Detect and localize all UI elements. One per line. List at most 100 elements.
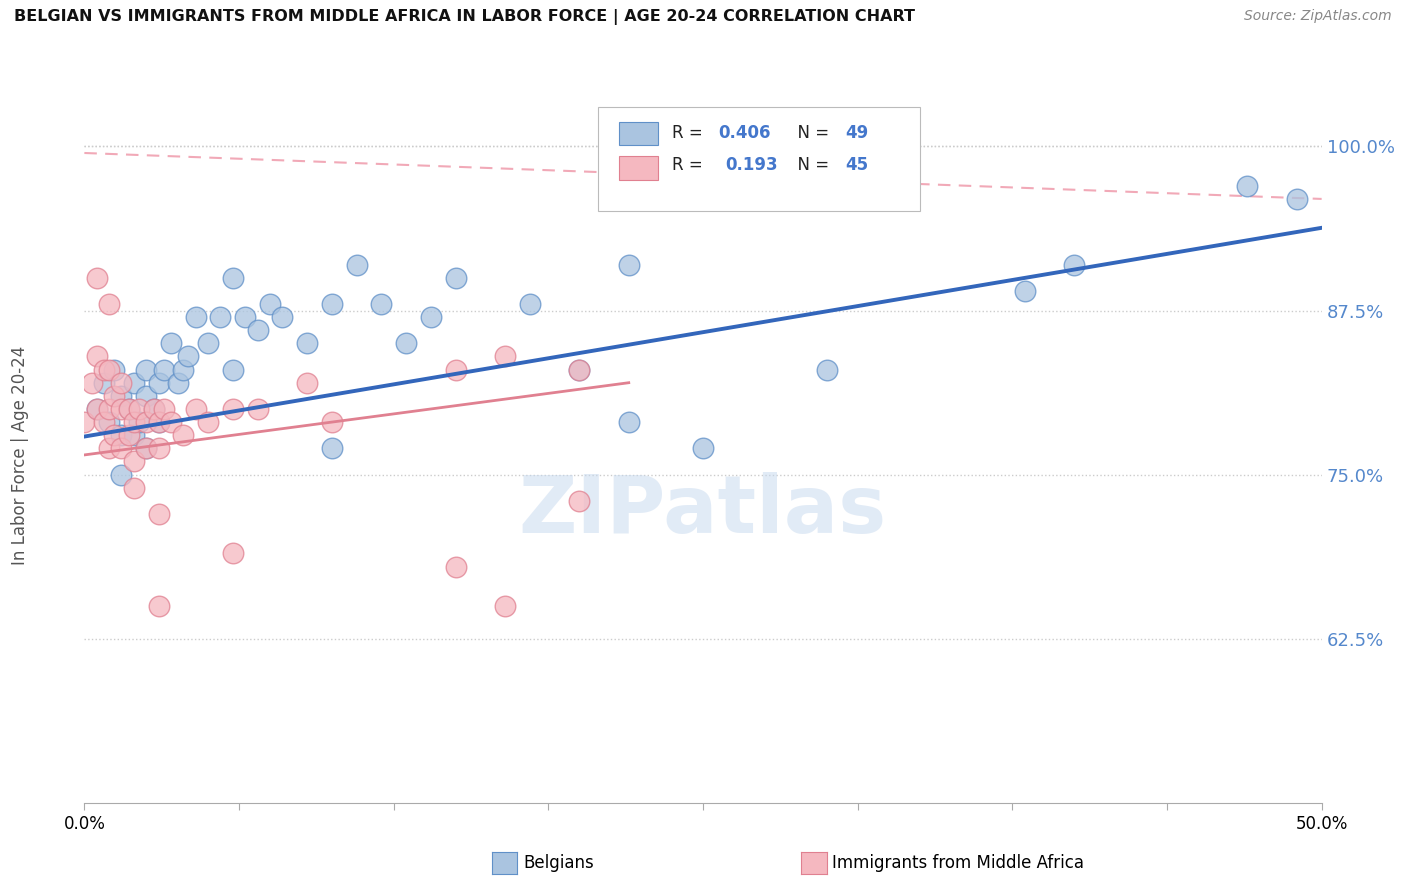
Point (494, 350, 516, 364)
Point (568, 362, 591, 376)
Point (617, 258, 640, 272)
Point (86, 401, 108, 416)
Point (167, 376, 190, 390)
Point (73, 415, 96, 429)
Point (233, 310, 256, 324)
Point (135, 362, 157, 376)
Point (395, 336, 418, 351)
Point (93, 376, 115, 390)
Point (98, 442, 121, 456)
Text: 49: 49 (845, 124, 869, 142)
Point (246, 401, 269, 416)
Point (86, 270, 108, 285)
Point (135, 415, 157, 429)
Point (98, 415, 121, 429)
Point (222, 362, 245, 376)
Text: 0.406: 0.406 (718, 124, 770, 142)
Point (103, 428, 125, 442)
Point (80, 376, 103, 390)
Point (122, 481, 145, 495)
Text: Source: ZipAtlas.com: Source: ZipAtlas.com (1244, 9, 1392, 23)
Text: ZIPatlas: ZIPatlas (519, 472, 887, 549)
Point (184, 310, 207, 324)
Point (86, 401, 108, 416)
Text: N =: N = (787, 124, 835, 142)
Point (110, 376, 132, 390)
Point (98, 401, 121, 416)
Point (148, 599, 170, 613)
Point (209, 310, 232, 324)
Point (259, 297, 281, 311)
Point (148, 376, 170, 390)
Point (110, 467, 132, 482)
Point (494, 599, 516, 613)
Text: N =: N = (787, 156, 835, 174)
Point (295, 336, 318, 351)
Point (444, 270, 467, 285)
Point (118, 401, 141, 416)
Point (1063, 258, 1085, 272)
Point (135, 442, 157, 456)
Point (110, 401, 132, 416)
Point (370, 297, 392, 311)
Point (148, 415, 170, 429)
Point (568, 362, 591, 376)
Point (152, 362, 174, 376)
Point (184, 401, 207, 416)
Point (444, 559, 467, 574)
Point (93, 362, 115, 376)
Point (160, 415, 183, 429)
Text: 45: 45 (845, 156, 869, 174)
Point (93, 415, 115, 429)
Point (86, 350, 108, 364)
Point (222, 546, 245, 560)
Point (815, 362, 838, 376)
FancyBboxPatch shape (598, 107, 920, 211)
Point (148, 507, 170, 521)
Point (160, 336, 183, 351)
Point (142, 401, 165, 416)
Point (519, 297, 541, 311)
Point (177, 350, 200, 364)
Point (122, 454, 145, 468)
Text: R =: R = (672, 156, 713, 174)
Point (110, 442, 132, 456)
Point (152, 401, 174, 416)
Text: R =: R = (672, 124, 709, 142)
Point (172, 362, 194, 376)
Point (222, 270, 245, 285)
Point (135, 389, 157, 403)
Text: BELGIAN VS IMMIGRANTS FROM MIDDLE AFRICA IN LABOR FORCE | AGE 20-24 CORRELATION : BELGIAN VS IMMIGRANTS FROM MIDDLE AFRICA… (14, 9, 915, 25)
Point (197, 336, 219, 351)
Point (118, 401, 141, 416)
Point (122, 415, 145, 429)
Point (271, 310, 294, 324)
Point (246, 323, 269, 337)
Point (1236, 178, 1258, 193)
Point (1014, 284, 1036, 298)
FancyBboxPatch shape (619, 156, 658, 180)
Point (135, 442, 157, 456)
Point (148, 415, 170, 429)
Point (98, 297, 121, 311)
Point (103, 362, 125, 376)
Point (617, 415, 640, 429)
Point (118, 428, 141, 442)
Text: Immigrants from Middle Africa: Immigrants from Middle Africa (832, 855, 1084, 872)
Point (98, 362, 121, 376)
Point (692, 442, 714, 456)
Point (110, 428, 132, 442)
Point (346, 258, 368, 272)
Point (148, 442, 170, 456)
Point (321, 297, 343, 311)
Point (103, 389, 125, 403)
Point (1285, 192, 1308, 206)
Point (444, 362, 467, 376)
Y-axis label: In Labor Force | Age 20-24: In Labor Force | Age 20-24 (11, 345, 28, 565)
Point (172, 428, 194, 442)
Point (197, 415, 219, 429)
Point (419, 310, 441, 324)
Point (122, 428, 145, 442)
Point (128, 415, 150, 429)
Text: Belgians: Belgians (523, 855, 593, 872)
